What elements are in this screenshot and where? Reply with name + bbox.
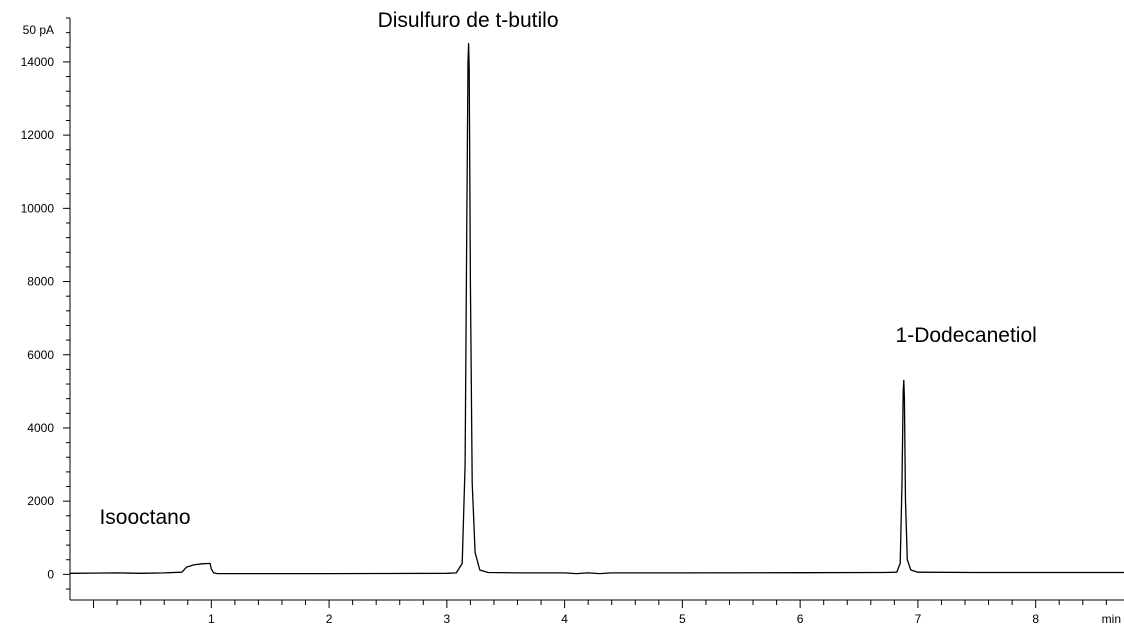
x-tick-label: 7: [915, 612, 922, 626]
x-tick-label: 8: [1032, 612, 1039, 626]
x-tick-label: 1: [208, 612, 215, 626]
peak-label: 1-Dodecanetiol: [896, 324, 1037, 347]
x-tick-label: 2: [326, 612, 333, 626]
y-unit-label: 50 pA: [23, 23, 54, 37]
x-tick-label: 5: [679, 612, 686, 626]
x-unit-label: min: [1102, 612, 1121, 626]
chromatogram-trace: [69, 42, 1124, 575]
y-tick-label: 0: [47, 567, 54, 581]
tick-labels: 0 2000 4000 6000 8000 10000 12000 14000 1 2 3 4 5 6 7 8: [21, 55, 1040, 626]
y-tick-label: 10000: [21, 201, 55, 215]
x-tick-label: 3: [444, 612, 451, 626]
x-tick-label: 4: [561, 612, 568, 626]
y-tick-label: 4000: [27, 421, 54, 435]
y-tick-label: 6000: [27, 348, 54, 362]
y-tick-label: 12000: [21, 128, 55, 142]
peak-label: Isooctano: [99, 506, 190, 529]
y-tick-label: 14000: [21, 55, 55, 69]
axes: [69, 18, 1124, 601]
peak-label: Disulfuro de t-butilo: [378, 9, 559, 32]
y-tick-label: 8000: [27, 275, 54, 289]
y-tick-label: 2000: [27, 494, 54, 508]
x-tick-label: 6: [797, 612, 804, 626]
peak-annotations: Isooctano Disulfuro de t-butilo 1-Dodecane…: [99, 9, 1036, 529]
ticks: [63, 17, 1107, 608]
